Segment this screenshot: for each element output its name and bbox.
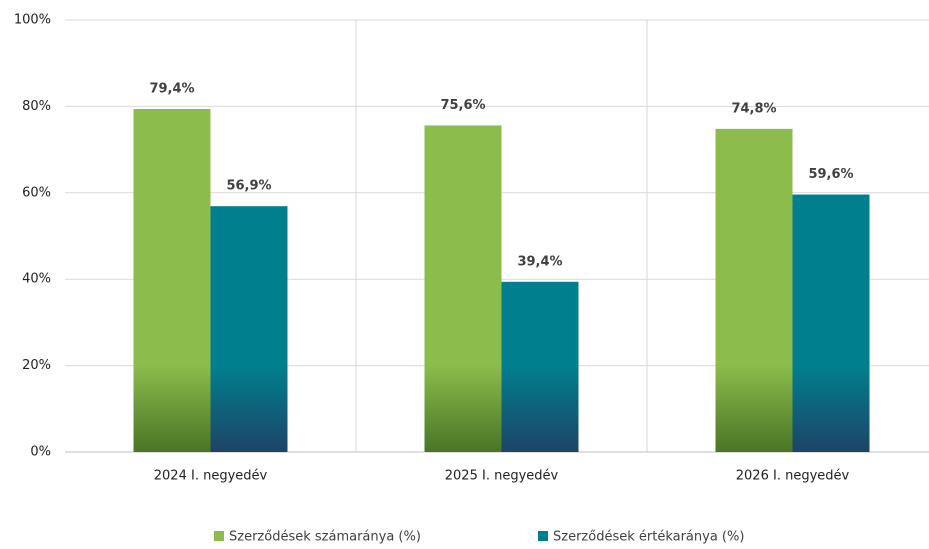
bar [133,108,211,452]
legend-label: Szerződések számaránya (%) [229,530,421,545]
data-label: 79,4% [149,81,194,96]
bar [424,125,502,453]
y-tick-label: 0% [30,445,51,460]
bar [792,194,870,452]
y-tick-label: 40% [22,272,51,287]
y-tick-label: 60% [22,185,51,200]
data-label: 74,8% [731,101,776,116]
legend-swatch [214,531,224,541]
y-tick-label: 80% [22,99,51,114]
data-label: 59,6% [808,167,853,182]
x-tick-label: 2026 I. negyedév [736,469,850,484]
data-label: 56,9% [226,179,271,194]
legend-label: Szerződések értékaránya (%) [553,530,744,545]
x-tick-label: 2025 I. negyedév [445,469,559,484]
y-tick-label: 100% [14,13,51,28]
bar [501,281,579,452]
legend-swatch [538,531,548,541]
data-label: 39,4% [517,254,562,269]
bar [715,128,793,452]
bar [210,206,288,452]
x-tick-label: 2024 I. negyedév [154,469,268,484]
y-tick-label: 20% [22,358,51,373]
data-label: 75,6% [440,98,485,113]
